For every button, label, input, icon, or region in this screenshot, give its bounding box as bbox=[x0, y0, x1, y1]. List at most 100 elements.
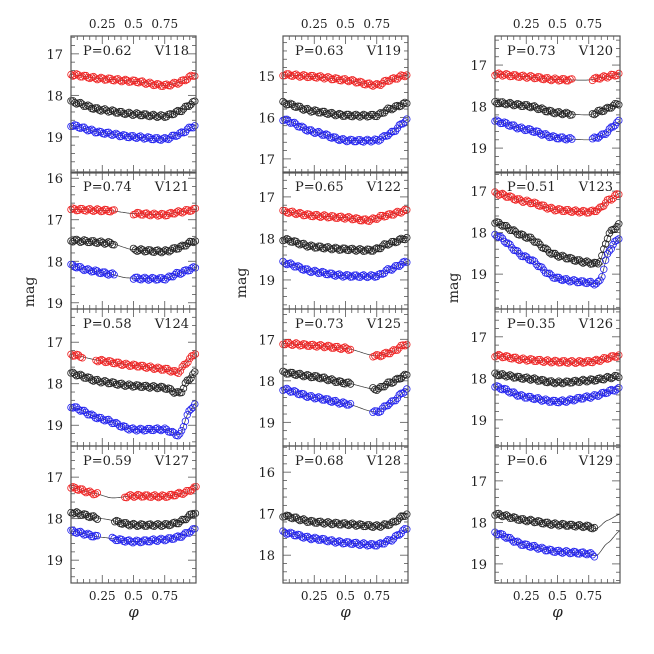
data-point-black bbox=[395, 514, 403, 522]
data-point-blue bbox=[571, 396, 580, 404]
data-point-blue bbox=[605, 247, 614, 255]
data-point-red bbox=[301, 71, 310, 80]
data-point-blue bbox=[72, 529, 81, 537]
data-point-black bbox=[151, 383, 160, 391]
data-point-red bbox=[511, 71, 520, 79]
data-point-black bbox=[329, 520, 338, 528]
data-point-black bbox=[131, 246, 140, 254]
data-point-black bbox=[99, 378, 107, 386]
data-point-black bbox=[609, 373, 617, 381]
data-point-red bbox=[504, 70, 512, 79]
data-point-black bbox=[86, 102, 94, 110]
data-point-red bbox=[329, 212, 338, 220]
data-point-red bbox=[371, 352, 379, 360]
x-tick-label: 0.75 bbox=[151, 17, 178, 31]
data-point-blue bbox=[84, 411, 92, 419]
period-label: P=0.51 bbox=[507, 180, 556, 195]
data-point-blue bbox=[498, 119, 507, 127]
data-point-black bbox=[288, 100, 297, 109]
data-point-red bbox=[581, 207, 589, 215]
data-point-red bbox=[344, 77, 353, 86]
data-point-red bbox=[329, 75, 338, 84]
data-point-black bbox=[72, 235, 81, 244]
data-point-red bbox=[133, 363, 141, 371]
data-point-blue bbox=[399, 526, 407, 534]
data-point-black bbox=[123, 381, 131, 389]
data-point-black bbox=[399, 372, 407, 380]
data-point-black bbox=[281, 512, 289, 521]
data-point-black bbox=[69, 238, 77, 246]
y-tick-label: 18 bbox=[258, 375, 275, 390]
data-point-black bbox=[288, 514, 297, 523]
data-point-red bbox=[182, 360, 190, 368]
data-point-blue bbox=[87, 532, 96, 541]
data-point-black bbox=[82, 374, 90, 382]
data-point-black bbox=[142, 522, 151, 530]
y-tick-label: 18 bbox=[258, 232, 275, 247]
data-point-red bbox=[185, 72, 193, 81]
data-point-black bbox=[284, 512, 293, 520]
data-point-black bbox=[519, 515, 527, 523]
data-point-red bbox=[508, 355, 516, 363]
data-point-black bbox=[603, 372, 612, 381]
y-tick-label: 18 bbox=[46, 513, 63, 528]
data-point-blue bbox=[352, 538, 360, 547]
data-point-black bbox=[76, 511, 85, 519]
data-point-blue bbox=[125, 426, 133, 434]
data-point-black bbox=[154, 246, 162, 254]
data-point-blue bbox=[596, 391, 604, 399]
data-point-black bbox=[592, 376, 600, 385]
data-point-black bbox=[78, 511, 86, 519]
data-point-red bbox=[346, 345, 355, 354]
data-point-blue bbox=[147, 135, 156, 144]
data-point-red bbox=[155, 80, 163, 88]
data-point-blue bbox=[337, 271, 345, 280]
data-point-black bbox=[316, 109, 325, 117]
data-point-black bbox=[344, 110, 353, 119]
data-point-red bbox=[551, 74, 559, 82]
data-point-blue bbox=[179, 423, 188, 431]
star-label: V127 bbox=[154, 454, 189, 469]
data-point-blue bbox=[335, 136, 343, 145]
data-point-black bbox=[560, 109, 569, 118]
data-point-black bbox=[151, 112, 160, 120]
data-point-blue bbox=[579, 395, 587, 403]
data-point-blue bbox=[93, 128, 101, 137]
data-point-black bbox=[176, 107, 184, 116]
panel-frame bbox=[282, 445, 409, 584]
x-tick-label: 0.25 bbox=[301, 589, 328, 603]
data-point-blue bbox=[74, 405, 83, 414]
data-point-black bbox=[281, 368, 289, 376]
data-point-blue bbox=[290, 118, 298, 127]
data-point-black bbox=[564, 255, 572, 263]
data-point-black bbox=[131, 110, 139, 118]
data-point-black bbox=[146, 112, 154, 121]
data-point-black bbox=[515, 373, 524, 381]
data-point-red bbox=[76, 73, 85, 81]
data-point-blue bbox=[341, 272, 349, 280]
data-point-black bbox=[388, 518, 396, 527]
data-point-black bbox=[523, 373, 531, 381]
data-point-red bbox=[498, 72, 507, 80]
data-point-red bbox=[500, 353, 509, 361]
data-point-red bbox=[329, 344, 338, 352]
data-point-blue bbox=[374, 540, 383, 548]
data-point-blue bbox=[89, 127, 98, 135]
data-point-red bbox=[496, 70, 505, 79]
data-point-black bbox=[180, 515, 188, 524]
data-point-red bbox=[184, 206, 192, 214]
data-point-red bbox=[281, 340, 289, 349]
data-point-black bbox=[320, 520, 328, 528]
y-tick-label: 17 bbox=[258, 508, 275, 523]
data-point-black bbox=[346, 380, 355, 388]
data-point-blue bbox=[176, 533, 184, 541]
data-point-red bbox=[135, 363, 143, 371]
data-point-red bbox=[343, 344, 351, 353]
data-point-blue bbox=[303, 393, 312, 401]
data-point-red bbox=[382, 212, 390, 220]
data-point-red bbox=[93, 75, 101, 84]
data-point-black bbox=[127, 381, 135, 389]
data-point-black bbox=[326, 519, 334, 527]
data-point-red bbox=[337, 76, 345, 85]
data-point-blue bbox=[575, 550, 584, 558]
